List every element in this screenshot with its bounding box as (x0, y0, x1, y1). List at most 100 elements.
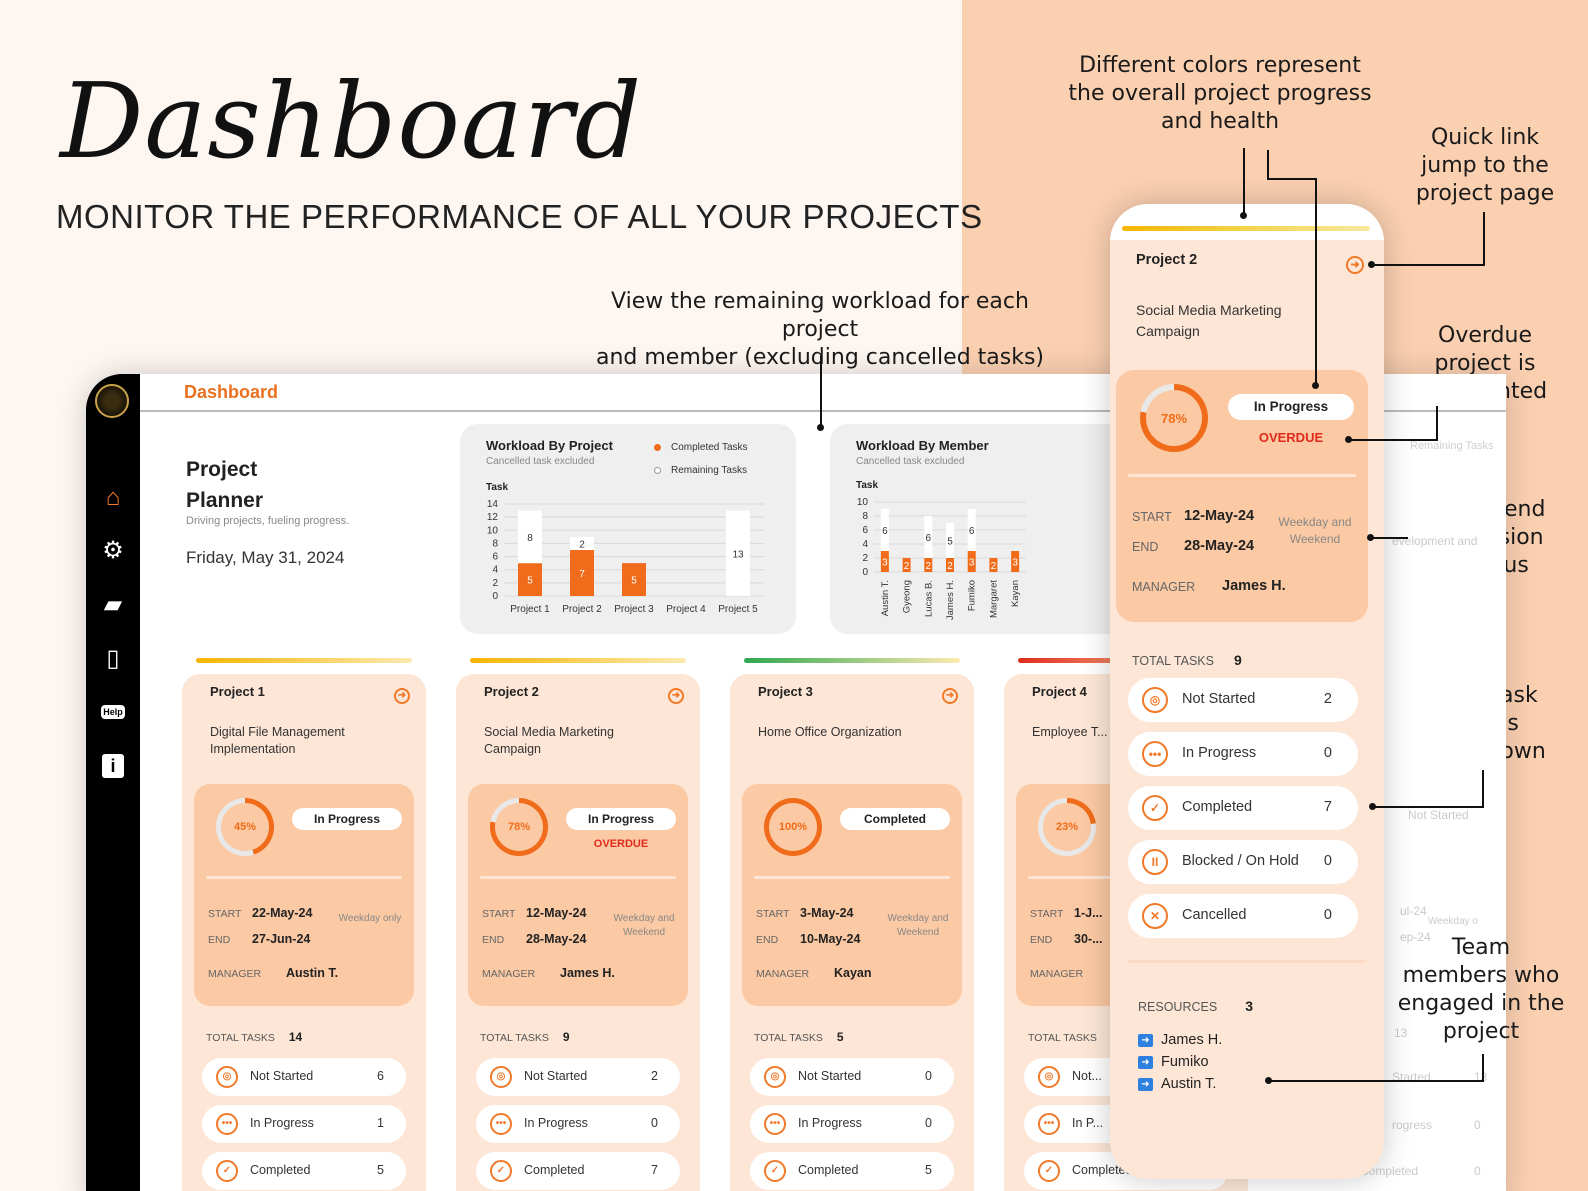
connector-dot (1265, 1077, 1272, 1084)
end-date: 10-May-24 (800, 932, 861, 946)
faded-row-3-value: 0 (1474, 1164, 1481, 1178)
bar-remaining (570, 536, 594, 550)
status-badge: In Progress (1228, 394, 1354, 420)
task-status-count: 0 (925, 1116, 932, 1130)
start-date: 12-May-24 (526, 906, 587, 920)
project-description: Social Media Marketing Campaign (484, 725, 614, 756)
document-icon[interactable]: ▯ (106, 644, 120, 672)
task-status-label: Completed (1182, 799, 1253, 815)
task-status-count: 7 (651, 1163, 658, 1177)
total-tasks: TOTAL TASKS 5 (754, 1030, 844, 1044)
legend-completed: Completed Tasks (654, 442, 748, 453)
task-status-row[interactable]: ◎ Not Started 0 (750, 1058, 954, 1096)
task-status-row[interactable]: ••• In Progress 1 (202, 1105, 406, 1143)
start-label: START (208, 908, 242, 920)
gear-icon[interactable]: ⚙ (102, 536, 124, 564)
task-status-label: Completed (250, 1163, 311, 1177)
connector-line (1348, 439, 1438, 441)
task-status-row[interactable]: ◎ Not Started 6 (202, 1058, 406, 1096)
info-icon[interactable]: i (99, 752, 127, 780)
task-status-row[interactable]: ••• In Progress 0 (750, 1105, 954, 1143)
project-link-icon[interactable]: ➜ (668, 688, 684, 704)
bar-remaining (880, 509, 889, 551)
planner-date: Friday, May 31, 2024 (186, 548, 345, 567)
task-status-label: In Progress (250, 1116, 314, 1130)
chart-plot: Task 0 2 4 6 8 10 12 14 5 8 Project 1 7 2 Project 2 5 Pr… (486, 482, 764, 615)
task-status-label: In Progress (1182, 745, 1257, 761)
connector-line (1436, 406, 1438, 441)
y-tick-label: 8 (862, 511, 868, 522)
start-label: START (756, 908, 790, 920)
manager-name: Austin T. (286, 966, 339, 980)
manager-label: MANAGER (756, 968, 810, 980)
bar-label: 7 (579, 569, 585, 580)
divider (1128, 474, 1356, 477)
health-color-bar (1122, 226, 1370, 231)
x-tick-label: Project 3 (614, 604, 654, 615)
bar-remaining (726, 510, 750, 596)
weekend-status: Weekday and Weekend (887, 913, 949, 938)
divider (480, 876, 676, 879)
task-status-count: 7 (1323, 799, 1332, 815)
task-status-row[interactable]: ◎ Not Started 2 (1128, 678, 1358, 722)
task-status-row[interactable]: ✓ Completed 5 (750, 1152, 954, 1190)
task-status-count: 0 (1323, 853, 1332, 869)
project-link-icon[interactable]: ➜ (942, 688, 958, 704)
resource-item[interactable]: ➜ James H. (1138, 1032, 1222, 1048)
manager-label: MANAGER (208, 968, 262, 980)
connector-line (1372, 806, 1484, 808)
task-status-row[interactable]: ✓ Completed 5 (202, 1152, 406, 1190)
overdue-flag: OVERDUE (1258, 430, 1324, 445)
arrow-icon: ➜ (1138, 1077, 1153, 1091)
task-status-label: Blocked / On Hold (1182, 853, 1299, 869)
task-status-row[interactable]: ✕ Cancelled 0 (1128, 894, 1358, 938)
resource-item[interactable]: ➜ Austin T. (1138, 1076, 1216, 1092)
project-summary: 78% In Progress OVERDUE START 12-May-24 … (468, 784, 688, 1006)
callout-quick-link: Quick link jump to the project page (1415, 125, 1555, 206)
task-status-icon: ◎ (764, 1066, 786, 1088)
project-summary: 78% In Progress OVERDUE START 12-May-24 … (1116, 370, 1368, 622)
progress-percent: 100% (769, 803, 817, 851)
end-label: END (1030, 934, 1053, 946)
bar-completed (518, 563, 542, 596)
arrow-icon: ➜ (1138, 1055, 1153, 1069)
task-status-row[interactable]: ••• In Progress 0 (1128, 732, 1358, 776)
connector-line (1268, 1080, 1484, 1082)
task-status-icon: ◎ (1142, 687, 1168, 713)
project-link-icon[interactable]: ➜ (1346, 256, 1364, 274)
task-status-row[interactable]: ✓ Completed 7 (1128, 786, 1358, 830)
task-status-row[interactable]: ••• In Progress 0 (476, 1105, 680, 1143)
start-date: 1-J... (1074, 906, 1103, 920)
progress-percent: 78% (495, 803, 543, 851)
divider (206, 876, 402, 879)
progress-ring: 78% (1140, 384, 1208, 452)
manager-label: MANAGER (482, 968, 536, 980)
task-status-count: 0 (1323, 745, 1332, 761)
chart-title: Workload By Member (856, 438, 989, 453)
home-icon[interactable]: ⌂ (105, 484, 121, 511)
bar-completed (967, 551, 976, 572)
task-status-row[interactable]: ◎ Not Started 2 (476, 1058, 680, 1096)
start-label: START (482, 908, 516, 920)
task-status-label: Completed (1072, 1163, 1133, 1177)
status-badge: In Progress (292, 808, 402, 830)
y-tick-label: 0 (492, 591, 498, 602)
bar-completed (924, 558, 933, 572)
start-date: 12-May-24 (1184, 508, 1255, 524)
task-status-count: 0 (925, 1069, 932, 1083)
task-status-label: Cancelled (1182, 907, 1247, 923)
end-date: 28-May-24 (526, 932, 587, 946)
connector-line (1482, 770, 1484, 808)
task-status-icon: ✓ (216, 1160, 238, 1182)
y-tick-label: 4 (492, 565, 498, 576)
help-icon[interactable]: Help (101, 705, 125, 719)
connector-line (1483, 212, 1485, 266)
project-link-icon[interactable]: ➜ (394, 688, 410, 704)
task-status-row[interactable]: ✓ Completed 7 (476, 1152, 680, 1190)
task-status-row[interactable]: II Blocked / On Hold 0 (1128, 840, 1358, 884)
briefcase-icon[interactable]: ▰ (103, 590, 123, 618)
resource-item[interactable]: ➜ Fumiko (1138, 1054, 1209, 1070)
end-date: 27-Jun-24 (252, 932, 311, 946)
task-status-label: In Progress (524, 1116, 588, 1130)
task-status-label: In Progress (798, 1116, 862, 1130)
